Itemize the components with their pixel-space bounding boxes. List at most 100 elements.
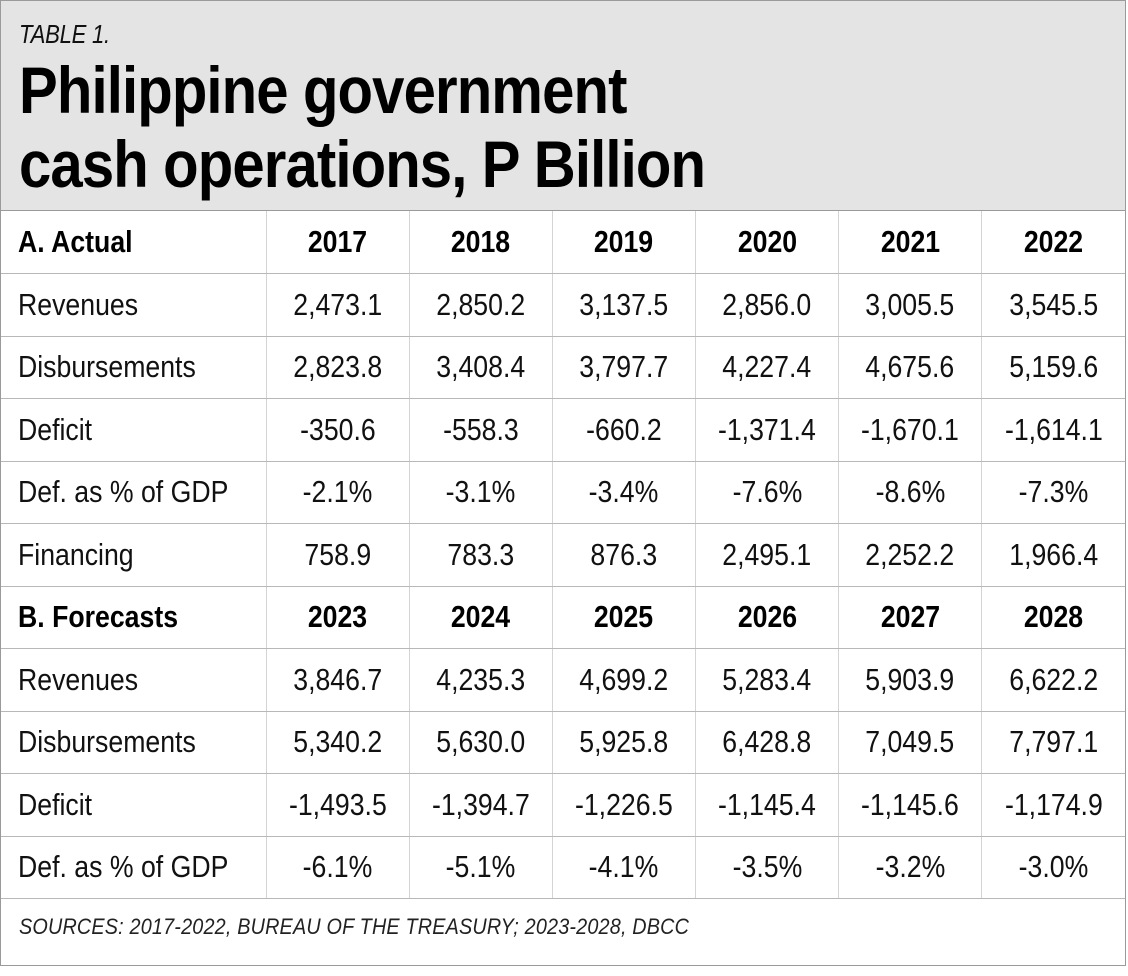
value-cell: 4,675.6 bbox=[838, 336, 983, 399]
label-text: Def. as % of GDP bbox=[18, 849, 229, 885]
data-table: A. Actual 2017 2018 2019 2020 2021 2022 Revenue… bbox=[1, 211, 1125, 899]
cell-text: 2,495.1 bbox=[722, 536, 812, 572]
table-row: Def. as % of GDP -2.1% -3.1% -3.4% -7.6% -8.6… bbox=[1, 461, 1125, 524]
cell-text: 2028 bbox=[1023, 599, 1084, 635]
cell-text: -1,493.5 bbox=[288, 786, 387, 822]
value-cell: 2,252.2 bbox=[838, 523, 983, 587]
value-cell: 783.3 bbox=[409, 523, 553, 587]
cell-text: -1,145.6 bbox=[861, 786, 960, 822]
label-text: Disbursements bbox=[18, 349, 196, 385]
value-cell: 3,005.5 bbox=[838, 273, 983, 337]
value-cell: 3,137.5 bbox=[552, 273, 696, 337]
label-text: Def. as % of GDP bbox=[18, 474, 229, 510]
year-header-cell: 2026 bbox=[695, 586, 840, 649]
cell-text: 5,925.8 bbox=[579, 724, 669, 760]
value-cell: -4.1% bbox=[552, 836, 696, 899]
row-label: Def. as % of GDP bbox=[1, 836, 267, 899]
label-text: Revenues bbox=[18, 661, 139, 697]
cell-text: 4,699.2 bbox=[579, 661, 669, 697]
value-cell: 1,966.4 bbox=[981, 523, 1125, 587]
value-cell: 7,797.1 bbox=[981, 711, 1125, 774]
cell-text: -2.1% bbox=[302, 474, 373, 510]
label-text: Disbursements bbox=[18, 724, 196, 760]
year-header-cell: 2027 bbox=[838, 586, 983, 649]
year-header-cell: 2022 bbox=[981, 211, 1125, 274]
value-cell: -3.4% bbox=[552, 461, 696, 524]
cell-text: 876.3 bbox=[590, 536, 658, 572]
label-text: A. Actual bbox=[18, 224, 133, 259]
value-cell: 3,846.7 bbox=[266, 648, 410, 712]
cell-text: -1,614.1 bbox=[1004, 411, 1103, 447]
value-cell: -1,493.5 bbox=[266, 773, 410, 837]
value-cell: 5,159.6 bbox=[981, 336, 1125, 399]
value-cell: 3,408.4 bbox=[409, 336, 553, 399]
cell-text: 2021 bbox=[880, 224, 940, 259]
label-text: B. Forecasts bbox=[18, 599, 179, 635]
label-text: Deficit bbox=[18, 411, 93, 447]
value-cell: 5,903.9 bbox=[838, 648, 983, 712]
cell-text: 2,473.1 bbox=[293, 286, 383, 322]
cell-text: 5,903.9 bbox=[865, 661, 955, 697]
cell-text: 1,966.4 bbox=[1009, 536, 1099, 572]
cell-text: 2025 bbox=[594, 599, 654, 635]
row-label: Revenues bbox=[1, 273, 267, 337]
cell-text: -1,145.4 bbox=[718, 786, 816, 822]
value-cell: -1,145.6 bbox=[838, 773, 983, 837]
cell-text: -3.1% bbox=[445, 474, 516, 510]
value-cell: -1,145.4 bbox=[695, 773, 840, 837]
value-cell: 2,495.1 bbox=[695, 523, 840, 587]
cell-text: 2026 bbox=[737, 599, 797, 635]
cell-text: 2,856.0 bbox=[722, 286, 812, 322]
cell-text: 2022 bbox=[1023, 224, 1084, 259]
cell-text: 6,428.8 bbox=[722, 724, 812, 760]
value-cell: -8.6% bbox=[838, 461, 983, 524]
table-row: Deficit -350.6 -558.3 -660.2 -1,371.4 -1,670.… bbox=[1, 398, 1125, 462]
cell-text: 5,630.0 bbox=[436, 724, 526, 760]
cell-text: 3,005.5 bbox=[865, 286, 955, 322]
cell-text: 5,283.4 bbox=[722, 661, 812, 697]
row-label: Disbursements bbox=[1, 711, 267, 774]
cell-text: -7.6% bbox=[732, 474, 802, 510]
cell-text: 2024 bbox=[451, 599, 511, 635]
cell-text: 4,235.3 bbox=[436, 661, 526, 697]
cell-text: -5.1% bbox=[445, 849, 516, 885]
cell-text: -3.5% bbox=[732, 849, 802, 885]
year-header-cell: 2019 bbox=[552, 211, 696, 274]
year-header-cell: 2028 bbox=[981, 586, 1125, 649]
cell-text: 2,823.8 bbox=[293, 349, 383, 385]
cell-text: 2023 bbox=[307, 599, 368, 635]
value-cell: -5.1% bbox=[409, 836, 553, 899]
cell-text: -3.2% bbox=[875, 849, 946, 885]
cell-text: -4.1% bbox=[589, 849, 659, 885]
cell-text: -8.6% bbox=[875, 474, 946, 510]
table-row: Deficit -1,493.5 -1,394.7 -1,226.5 -1,145.4 -… bbox=[1, 773, 1125, 837]
value-cell: -1,670.1 bbox=[838, 398, 983, 462]
title-line-2: cash operations, P Billion bbox=[19, 127, 706, 201]
value-cell: 2,473.1 bbox=[266, 273, 410, 337]
value-cell: -3.0% bbox=[981, 836, 1125, 899]
value-cell: 4,235.3 bbox=[409, 648, 553, 712]
cell-text: 2018 bbox=[451, 224, 511, 259]
cell-text: 7,797.1 bbox=[1009, 724, 1099, 760]
year-header-cell: 2017 bbox=[266, 211, 410, 274]
value-cell: -350.6 bbox=[266, 398, 410, 462]
table-header: TABLE 1. Philippine government cash oper… bbox=[1, 1, 1125, 211]
value-cell: 7,049.5 bbox=[838, 711, 983, 774]
row-label: Revenues bbox=[1, 648, 267, 712]
table-row: Def. as % of GDP -6.1% -5.1% -4.1% -3.5% -3.2… bbox=[1, 836, 1125, 899]
year-header-cell: 2021 bbox=[838, 211, 983, 274]
value-cell: 6,428.8 bbox=[695, 711, 840, 774]
value-cell: -558.3 bbox=[409, 398, 553, 462]
cell-text: 5,159.6 bbox=[1009, 349, 1099, 385]
cell-text: 3,797.7 bbox=[579, 349, 669, 385]
title-line-1: Philippine government bbox=[19, 53, 627, 127]
cell-text: -1,174.9 bbox=[1004, 786, 1103, 822]
section-label: B. Forecasts bbox=[1, 586, 267, 649]
value-cell: 5,340.2 bbox=[266, 711, 410, 774]
cell-text: -1,394.7 bbox=[431, 786, 530, 822]
forecasts-header-row: B. Forecasts 2023 2024 2025 2026 2027 2028 bbox=[1, 586, 1125, 649]
label-text: Financing bbox=[18, 536, 134, 572]
value-cell: 5,283.4 bbox=[695, 648, 840, 712]
value-cell: -6.1% bbox=[266, 836, 410, 899]
